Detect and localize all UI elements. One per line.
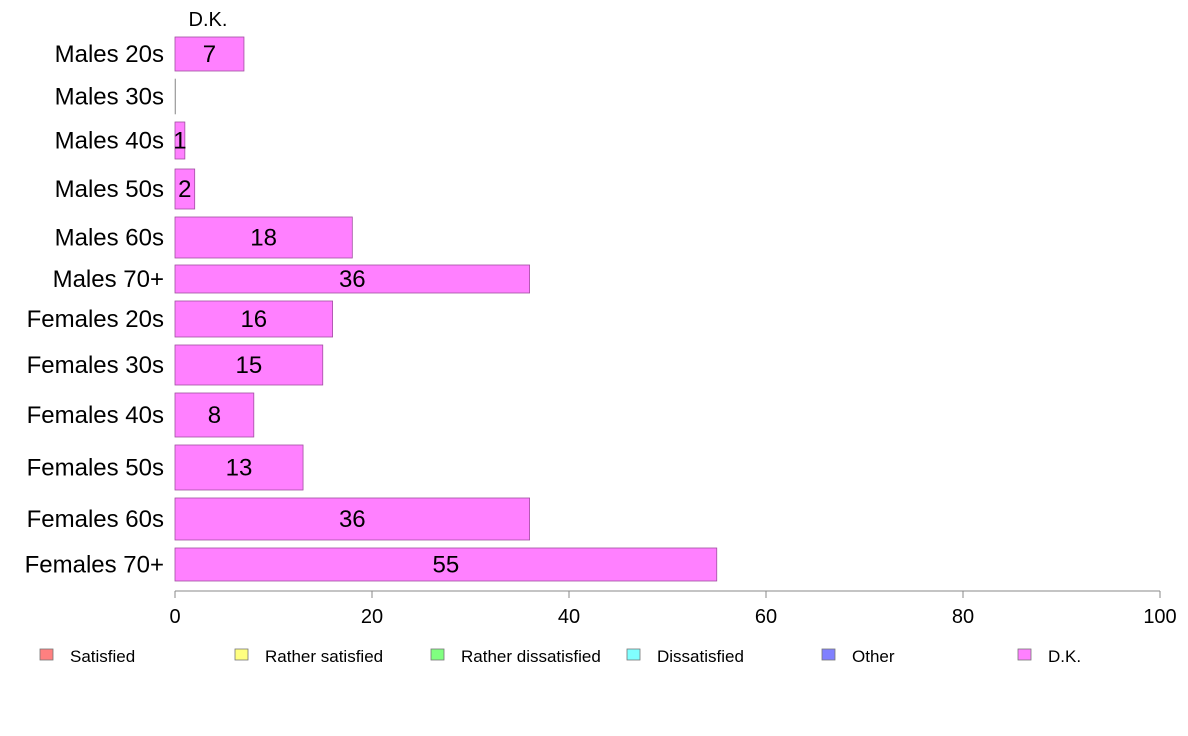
category-label: Males 40s (55, 128, 164, 155)
legend-swatch (626, 648, 641, 661)
category-label: Males 70+ (53, 266, 164, 293)
category-label: Females 60s (27, 506, 164, 533)
legend-item: D.K. (1017, 647, 1081, 666)
x-tick-label: 80 (952, 606, 974, 628)
bar-value-label: 55 (433, 552, 460, 579)
legend-swatch (39, 648, 54, 661)
bar-value-label: 13 (226, 455, 253, 482)
bar (174, 497, 531, 541)
category-label: Females 20s (27, 306, 164, 333)
bar (174, 78, 176, 115)
category-label: Males 50s (55, 176, 164, 203)
legend-label: D.K. (1048, 647, 1081, 666)
legend-item: Satisfied (39, 647, 135, 666)
x-axis: 0 20 40 60 80 100 (169, 590, 1177, 628)
category-label: Females 30s (27, 352, 164, 379)
legend-swatch (430, 648, 445, 661)
legend-label: Satisfied (70, 647, 135, 666)
legend-swatch (1017, 648, 1032, 661)
x-tick-label: 20 (361, 606, 383, 628)
legend-label: Dissatisfied (657, 647, 744, 666)
legend-label: Rather satisfied (265, 647, 383, 666)
bar (174, 168, 196, 210)
legend-label: Other (852, 647, 895, 666)
bar (174, 216, 353, 259)
legend-swatch (234, 648, 249, 661)
x-tick-label: 0 (169, 606, 180, 628)
legend-label: Rather dissatisfied (461, 647, 601, 666)
bar (174, 300, 334, 338)
bar-value-label: 2 (178, 176, 191, 203)
bar (174, 344, 324, 386)
legend: Satisfied Rather satisfied Rather dissatis… (39, 647, 1081, 666)
legend-item: Dissatisfied (626, 647, 744, 666)
bar-value-label: 16 (240, 306, 267, 333)
category-label: Females 50s (27, 455, 164, 482)
series-title: D.K. (189, 9, 228, 31)
bar (174, 392, 255, 438)
category-label: Females 70+ (25, 552, 164, 579)
bar-value-label: 36 (339, 506, 366, 533)
bar-value-label: 1 (173, 128, 186, 155)
bar-value-label: 7 (203, 41, 216, 68)
legend-swatch (821, 648, 836, 661)
bar (174, 547, 718, 582)
category-label: Males 30s (55, 84, 164, 111)
bar (174, 121, 186, 160)
x-tick-label: 100 (1143, 606, 1176, 628)
legend-item: Other (821, 647, 895, 666)
bar (174, 36, 245, 72)
bar (174, 264, 531, 294)
legend-item: Rather dissatisfied (430, 647, 601, 666)
bar (174, 444, 304, 491)
bar-value-label: 15 (236, 352, 263, 379)
category-label: Males 60s (55, 225, 164, 252)
category-label: Males 20s (55, 41, 164, 68)
bar-value-label: 8 (208, 402, 221, 429)
legend-item: Rather satisfied (234, 647, 383, 666)
bar-value-label: 36 (339, 266, 366, 293)
bar-value-label: 18 (250, 225, 277, 252)
x-tick-label: 60 (755, 606, 777, 628)
category-label: Females 40s (27, 402, 164, 429)
x-tick-label: 40 (558, 606, 580, 628)
